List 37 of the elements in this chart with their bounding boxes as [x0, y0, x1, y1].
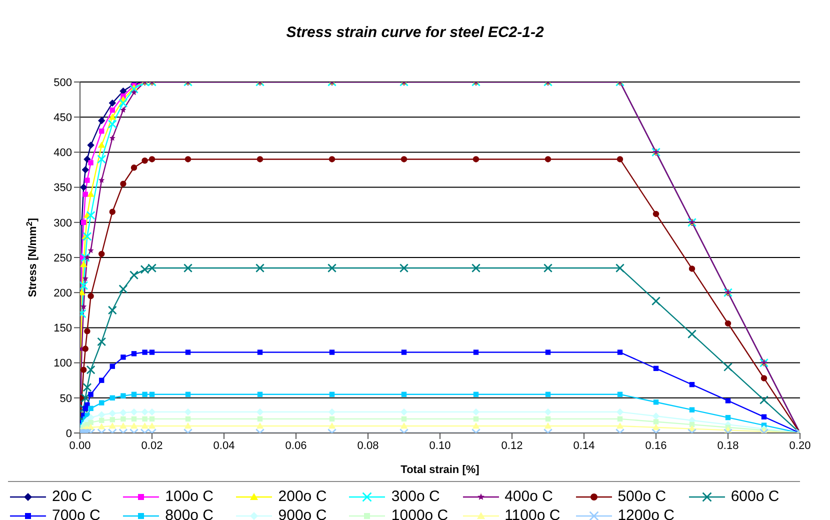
legend-label: 600o C [730, 488, 780, 505]
x-tick-label: 0.00 [69, 440, 91, 452]
legend-label: 400o C [504, 488, 553, 505]
y-tick-label: 250 [54, 252, 72, 264]
x-tick-label: 0.12 [501, 440, 523, 452]
legend-label: 300o C [391, 488, 440, 505]
y-tick-label: 350 [54, 182, 72, 194]
x-tick-label: 0.08 [357, 440, 379, 452]
legend-label: 1200o C [618, 507, 674, 520]
x-tick-label: 0.10 [429, 440, 451, 452]
y-tick-label: 400 [54, 147, 72, 160]
legend-label: 700o C [52, 507, 100, 520]
x-tick-label: 0.20 [789, 440, 811, 452]
legend-label: 500o C [618, 488, 666, 505]
y-tick-label: 200 [54, 288, 72, 300]
legend-label: 800o C [165, 507, 214, 520]
y-tick-label: 50 [60, 392, 72, 405]
x-tick-label: 0.16 [645, 440, 667, 452]
legend-label: 20o C [52, 488, 92, 505]
legend-label: 200o C [278, 488, 327, 505]
x-tick-label: 0.06 [285, 440, 307, 452]
y-tick-label: 150 [54, 322, 72, 335]
x-tick-label: 0.14 [573, 440, 595, 452]
y-tick-label: 0 [66, 428, 72, 440]
legend-label: 1100o C [504, 507, 560, 520]
x-tick-label: 0.02 [141, 440, 163, 452]
y-tick-label: 300 [54, 217, 72, 230]
x-tick-label: 0.18 [717, 440, 739, 452]
legend-label: 100o C [165, 488, 214, 505]
y-tick-label: 100 [54, 358, 72, 370]
legend-label: 900o C [278, 507, 327, 520]
legend-label: 1000o C [391, 507, 448, 520]
x-tick-label: 0.04 [213, 440, 235, 452]
x-axis-title: Total strain [%] [400, 464, 480, 476]
chart-title: Stress strain curve for steel EC2-1-2 [285, 23, 545, 43]
y-tick-label: 450 [54, 112, 72, 124]
y-tick-label: 500 [54, 76, 72, 89]
